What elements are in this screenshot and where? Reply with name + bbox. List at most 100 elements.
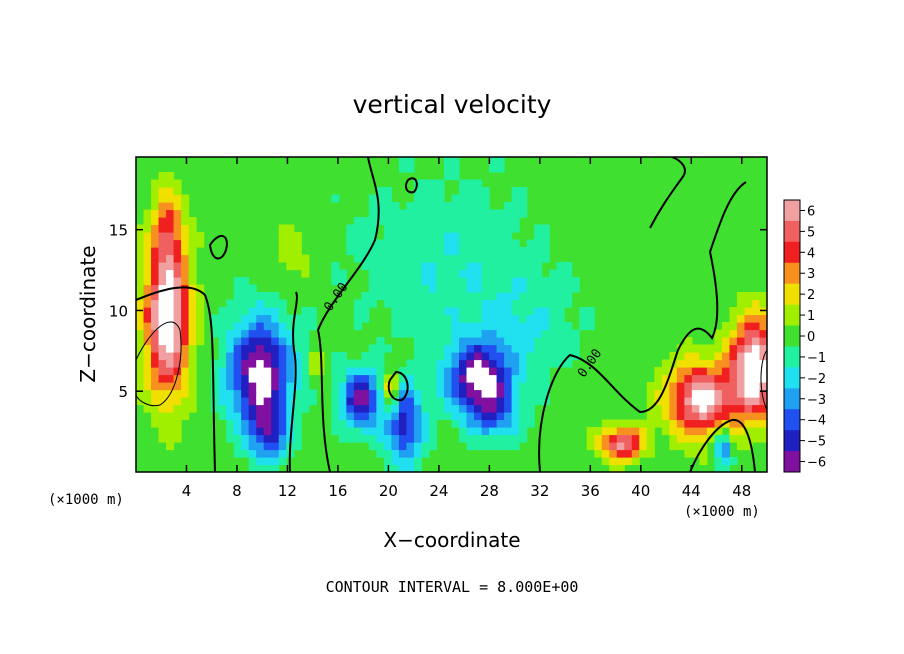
field-cell: [196, 239, 205, 248]
field-cell: [751, 367, 761, 376]
field-cell: [248, 449, 257, 458]
field-cell: [353, 374, 362, 383]
field-cell: [368, 217, 377, 226]
field-cell: [151, 314, 160, 323]
field-cell: [143, 224, 152, 233]
field-cell: [466, 187, 475, 196]
field-cell: [459, 269, 468, 278]
field-cell: [391, 314, 400, 323]
colorbar-swatch: [784, 220, 800, 243]
field-cell: [586, 442, 595, 451]
field-cell: [278, 352, 287, 361]
field-cell: [398, 224, 408, 233]
field-cell: [669, 434, 678, 443]
field-cell: [436, 179, 445, 188]
field-cell: [654, 374, 663, 383]
field-cell: [308, 322, 317, 331]
field-cell: [293, 412, 302, 421]
field-cell: [489, 322, 498, 331]
field-cell: [278, 442, 287, 451]
field-cell: [421, 337, 430, 346]
field-cell: [181, 389, 190, 398]
field-cell: [699, 427, 708, 436]
field-cell: [519, 202, 528, 211]
field-cell: [474, 269, 483, 278]
field-cell: [428, 419, 438, 428]
field-cell: [398, 239, 408, 248]
field-cell: [143, 209, 152, 218]
field-cell: [188, 359, 197, 368]
field-cell: [534, 239, 543, 248]
field-cell: [346, 247, 355, 256]
field-cell: [496, 397, 505, 406]
field-cell: [489, 164, 498, 173]
field-cell: [248, 442, 257, 451]
field-cell: [519, 412, 528, 421]
chart-title: vertical velocity: [353, 90, 552, 119]
colorbar-label: −2: [807, 372, 826, 387]
field-cell: [173, 374, 182, 383]
field-cell: [684, 367, 693, 376]
field-cell: [744, 292, 753, 301]
field-cell: [151, 217, 160, 226]
field-cell: [406, 427, 415, 436]
field-cell: [519, 322, 528, 331]
field-cell: [263, 442, 272, 451]
field-cell: [474, 217, 483, 226]
field-cell: [451, 314, 460, 323]
field-cell: [158, 277, 167, 286]
field-cell: [263, 382, 272, 391]
field-cell: [136, 337, 145, 346]
field-cell: [196, 299, 205, 308]
field-cell: [669, 412, 678, 421]
field-cell: [661, 367, 670, 376]
field-cell: [556, 277, 565, 286]
field-cell: [428, 187, 438, 196]
field-cell: [173, 179, 182, 188]
field-cell: [459, 209, 468, 218]
field-cell: [286, 352, 295, 361]
field-cell: [714, 419, 723, 428]
field-cell: [188, 217, 197, 226]
field-cell: [188, 367, 197, 376]
field-cell: [421, 359, 430, 368]
field-cell: [714, 337, 723, 346]
field-cell: [166, 329, 175, 338]
field-cell: [413, 194, 423, 203]
field-cell: [759, 337, 767, 346]
field-cell: [684, 442, 693, 451]
field-cell: [496, 344, 505, 353]
field-cell: [428, 359, 438, 368]
field-cell: [729, 359, 738, 368]
field-cell: [646, 434, 655, 443]
field-cell: [511, 307, 520, 316]
field-cell: [736, 337, 746, 346]
field-cell: [271, 344, 280, 353]
field-cell: [474, 367, 483, 376]
field-cell: [391, 442, 400, 451]
field-cell: [534, 232, 543, 241]
field-cell: [751, 382, 761, 391]
field-cell: [466, 337, 475, 346]
field-cell: [549, 299, 558, 308]
field-cell: [459, 314, 468, 323]
field-cell: [278, 247, 287, 256]
field-cell: [271, 382, 280, 391]
field-cell: [586, 434, 595, 443]
field-cell: [496, 217, 505, 226]
field-cell: [549, 277, 558, 286]
field-cell: [421, 352, 430, 361]
field-cell: [346, 397, 355, 406]
field-cell: [443, 367, 453, 376]
field-cell: [511, 434, 520, 443]
field-cell: [188, 344, 197, 353]
field-cell: [143, 404, 152, 413]
field-cell: [579, 314, 588, 323]
field-cell: [136, 284, 145, 293]
field-cell: [459, 179, 468, 188]
field-cell: [331, 194, 340, 203]
field-cell: [443, 292, 453, 301]
field-cell: [293, 374, 302, 383]
field-cell: [331, 262, 340, 271]
field-cell: [443, 404, 453, 413]
